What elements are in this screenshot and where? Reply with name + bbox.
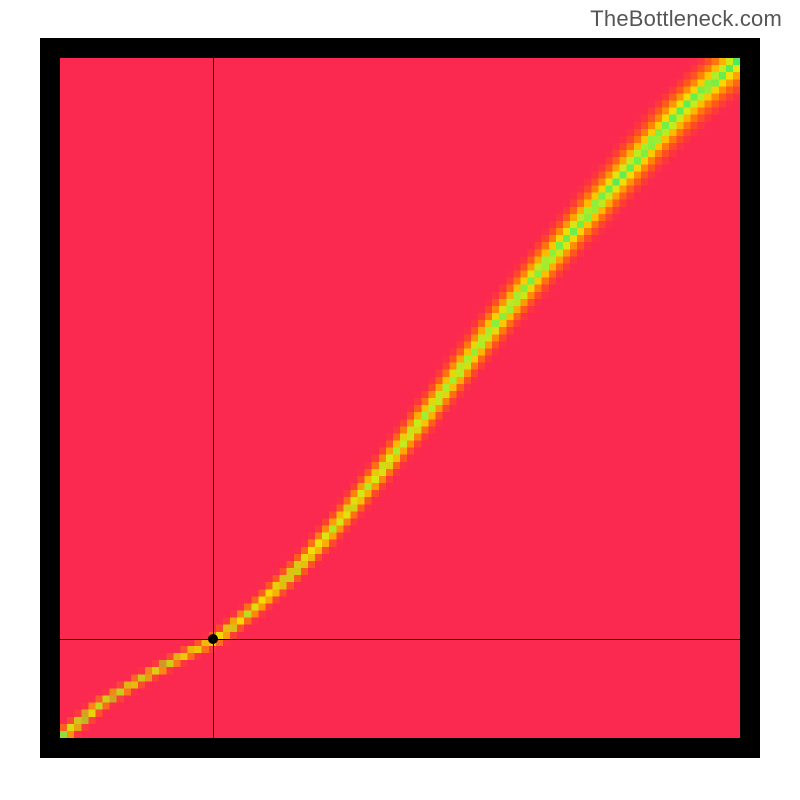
crosshair-dot (208, 634, 218, 644)
attribution-text: TheBottleneck.com (590, 6, 782, 32)
chart-container: TheBottleneck.com (0, 0, 800, 800)
heatmap-canvas (60, 58, 740, 738)
plot-area (60, 58, 740, 738)
plot-frame (40, 38, 760, 758)
crosshair-horizontal (60, 639, 740, 640)
